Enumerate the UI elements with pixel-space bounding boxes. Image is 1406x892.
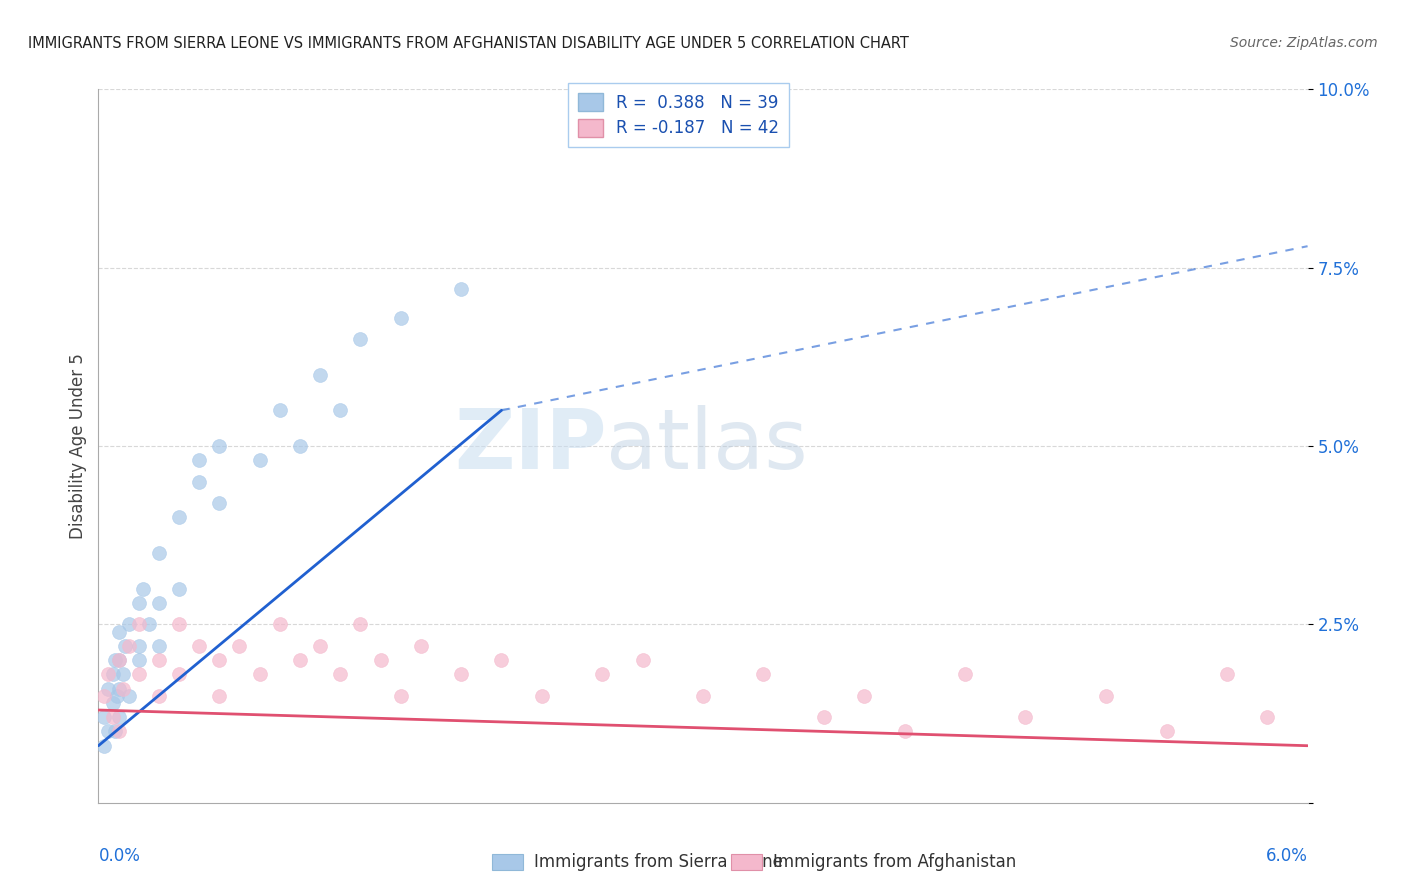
Text: Immigrants from Sierra Leone: Immigrants from Sierra Leone <box>534 853 783 871</box>
Point <box>132 582 155 596</box>
Point <box>97 667 120 681</box>
Point <box>107 681 129 696</box>
Point <box>107 724 129 739</box>
Point <box>1156 724 1178 739</box>
Point <box>148 596 170 610</box>
Point <box>450 667 472 681</box>
Point <box>138 617 160 632</box>
Point <box>329 403 352 417</box>
Point <box>103 653 125 667</box>
Point <box>249 667 271 681</box>
Point <box>1216 667 1239 681</box>
Point <box>148 639 170 653</box>
Point <box>128 667 150 681</box>
Text: ZIP: ZIP <box>454 406 606 486</box>
Point <box>813 710 835 724</box>
Point <box>208 653 231 667</box>
Point <box>148 546 170 560</box>
Text: 6.0%: 6.0% <box>1265 847 1308 864</box>
Point <box>1095 689 1118 703</box>
Point <box>1014 710 1036 724</box>
Point <box>101 710 124 724</box>
Point <box>893 724 915 739</box>
Text: Source: ZipAtlas.com: Source: ZipAtlas.com <box>1230 36 1378 50</box>
Point <box>269 403 291 417</box>
Point <box>450 282 472 296</box>
Point <box>93 710 115 724</box>
Point <box>101 667 124 681</box>
Point <box>370 653 392 667</box>
Text: Immigrants from Afghanistan: Immigrants from Afghanistan <box>773 853 1017 871</box>
Point <box>167 510 190 524</box>
Point <box>208 496 231 510</box>
Point <box>409 639 432 653</box>
Point <box>188 475 211 489</box>
Point <box>1256 710 1278 724</box>
Point <box>288 439 311 453</box>
Point <box>329 667 352 681</box>
Point <box>208 689 231 703</box>
Point <box>167 582 190 596</box>
Point <box>128 639 150 653</box>
Point <box>128 653 150 667</box>
Point <box>114 639 136 653</box>
Point <box>101 696 124 710</box>
Point <box>118 617 141 632</box>
Text: 0.0%: 0.0% <box>98 847 141 864</box>
Point <box>148 689 170 703</box>
Point <box>389 310 412 325</box>
Point <box>491 653 513 667</box>
Point <box>692 689 714 703</box>
Point <box>228 639 250 653</box>
Point <box>107 653 129 667</box>
Y-axis label: Disability Age Under 5: Disability Age Under 5 <box>69 353 87 539</box>
Point <box>953 667 976 681</box>
Point <box>269 617 291 632</box>
Point <box>105 689 128 703</box>
Legend: R =  0.388   N = 39, R = -0.187   N = 42: R = 0.388 N = 39, R = -0.187 N = 42 <box>568 83 790 147</box>
Point <box>591 667 613 681</box>
Point <box>97 681 120 696</box>
Text: IMMIGRANTS FROM SIERRA LEONE VS IMMIGRANTS FROM AFGHANISTAN DISABILITY AGE UNDER: IMMIGRANTS FROM SIERRA LEONE VS IMMIGRAN… <box>28 36 910 51</box>
Point <box>118 689 141 703</box>
Point <box>128 596 150 610</box>
Point <box>107 710 129 724</box>
Point <box>118 639 141 653</box>
Point <box>309 639 332 653</box>
Point <box>752 667 775 681</box>
Point <box>288 653 311 667</box>
Point <box>111 681 134 696</box>
Point <box>389 689 412 703</box>
Point <box>167 667 190 681</box>
Point <box>167 617 190 632</box>
Point <box>631 653 654 667</box>
Point <box>97 724 120 739</box>
Point <box>107 624 129 639</box>
Point <box>107 653 129 667</box>
Point <box>208 439 231 453</box>
Point <box>128 617 150 632</box>
Point <box>349 332 371 346</box>
Text: atlas: atlas <box>606 406 808 486</box>
Point <box>148 653 170 667</box>
Point <box>188 453 211 467</box>
Point <box>93 689 115 703</box>
Point <box>309 368 332 382</box>
Point <box>93 739 115 753</box>
Point <box>111 667 134 681</box>
Point <box>853 689 876 703</box>
Point <box>249 453 271 467</box>
Point <box>188 639 211 653</box>
Point <box>349 617 371 632</box>
Point <box>103 724 125 739</box>
Point <box>530 689 553 703</box>
